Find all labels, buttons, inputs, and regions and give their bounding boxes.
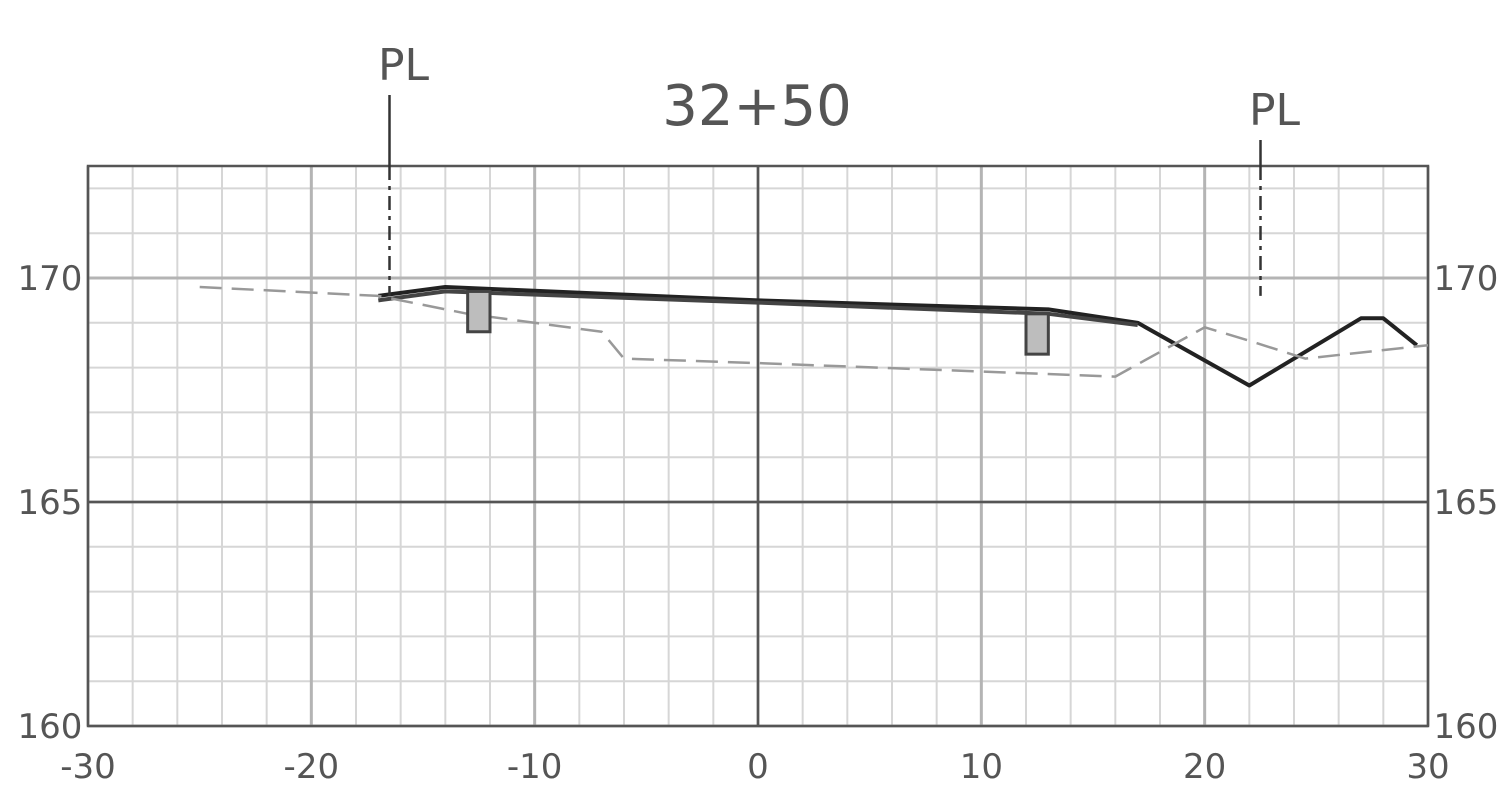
x-tick-label: -20 [284, 747, 340, 787]
x-tick-label: -30 [60, 747, 116, 787]
proposed-grade-line-2 [378, 289, 1138, 327]
property-line-label: PL [1249, 85, 1301, 136]
x-tick-label: 10 [960, 747, 1003, 787]
property-line-label: PL [378, 40, 430, 91]
plot-frame [86, 164, 1430, 728]
y-tick-label-left: 160 [18, 707, 83, 747]
proposed-grade-line-1 [378, 285, 1419, 388]
series-layer [199, 285, 1429, 388]
property-lines: PL PL [378, 40, 1301, 296]
x-tick-label: 0 [747, 747, 769, 787]
curb-mark [1024, 312, 1050, 356]
y-tick-label-right: 160 [1434, 707, 1499, 747]
y-tick-label-right: 170 [1434, 259, 1499, 299]
existing-ground-line [199, 285, 1429, 378]
y-tick-label-left: 165 [18, 483, 83, 523]
x-tick-label: -10 [507, 747, 563, 787]
curb-mark [466, 289, 492, 334]
y-tick-label-right: 165 [1434, 483, 1499, 523]
curb-layer [466, 289, 1050, 356]
chart-title: 32+50 [662, 74, 851, 139]
y-tick-label-left: 170 [18, 259, 83, 299]
x-tick-label: 30 [1406, 747, 1449, 787]
major-grid [86, 164, 1430, 728]
x-tick-label: 20 [1183, 747, 1226, 787]
